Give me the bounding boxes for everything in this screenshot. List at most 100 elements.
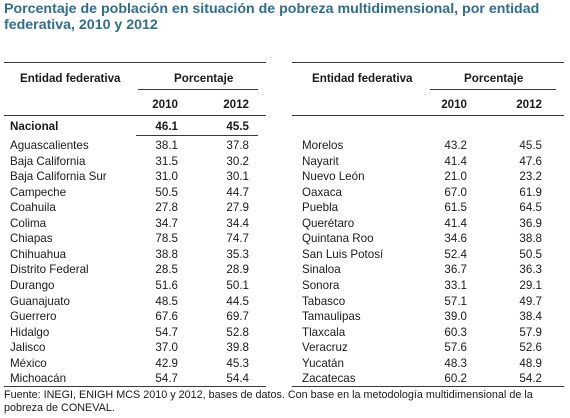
left-row-entity-name: Campeche bbox=[10, 185, 67, 199]
right-row-value-2012: 23.2 bbox=[519, 170, 542, 184]
right-row-value-2010: 21.0 bbox=[444, 170, 467, 184]
left-row-entity-name: Distrito Federal bbox=[10, 263, 89, 277]
right-row-value-2010: 60.2 bbox=[444, 372, 467, 386]
right-row-value-2010: 52.4 bbox=[444, 247, 467, 261]
right-row-entity-name: Yucatán bbox=[302, 356, 344, 370]
right-row-value-2012: 45.5 bbox=[519, 139, 542, 152]
left-row-entity-name: Guanajuato bbox=[10, 294, 70, 308]
left-row-value-2010: 50.5 bbox=[155, 185, 178, 199]
right-table-top-rule bbox=[292, 62, 564, 63]
left-row-value-2012: 54.4 bbox=[226, 372, 249, 386]
left-row-value-2012: 34.4 bbox=[226, 216, 249, 230]
left-row-entity-name: Guerrero bbox=[10, 310, 57, 324]
left-row-value-2010: 28.5 bbox=[155, 263, 178, 277]
right-col-pct-header: Porcentaje bbox=[464, 72, 524, 85]
left-row-value-2010: 48.5 bbox=[155, 294, 178, 308]
right-row-value-2012: 36.9 bbox=[519, 216, 542, 230]
right-row-value-2010: 61.5 bbox=[444, 201, 467, 215]
left-col-entity-header: Entidad federativa bbox=[20, 72, 121, 85]
national-rule bbox=[136, 135, 258, 136]
right-row-value-2012: 29.1 bbox=[519, 278, 542, 292]
right-row-value-2012: 61.9 bbox=[519, 185, 542, 199]
right-row-entity-name: Puebla bbox=[302, 201, 339, 215]
right-row-value-2010: 60.3 bbox=[444, 325, 467, 339]
right-year-a-header: 2010 bbox=[441, 98, 467, 111]
right-row-entity-name: Tabasco bbox=[302, 294, 346, 308]
right-row-value-2010: 57.6 bbox=[444, 341, 467, 355]
left-row-value-2012: 50.1 bbox=[226, 278, 249, 292]
right-row-entity-name: Tamaulipas bbox=[302, 310, 361, 324]
left-row-entity-name: Chihuahua bbox=[10, 247, 67, 261]
left-row-value-2012: 74.7 bbox=[226, 232, 249, 246]
national-label: Nacional bbox=[10, 120, 59, 133]
left-year-b-header: 2012 bbox=[223, 98, 249, 111]
right-year-b-header: 2012 bbox=[516, 98, 542, 111]
right-pct-header-rule bbox=[430, 89, 556, 90]
left-row-value-2010: 27.8 bbox=[155, 201, 178, 215]
right-row-value-2012: 38.4 bbox=[519, 310, 542, 324]
right-row-entity-name: Sinaloa bbox=[302, 263, 341, 277]
left-row-value-2012: 28.9 bbox=[226, 263, 249, 277]
right-row-entity-name: Tlaxcala bbox=[302, 325, 346, 339]
left-row-value-2010: 67.6 bbox=[155, 310, 178, 324]
right-row-entity-name: Oaxaca bbox=[302, 185, 342, 199]
right-row-value-2012: 36.3 bbox=[519, 263, 542, 277]
left-row-entity-name: Baja California bbox=[10, 154, 86, 168]
left-row-entity-name: Aguascalientes bbox=[10, 139, 89, 152]
left-row-value-2012: 52.8 bbox=[226, 325, 249, 339]
right-table-bottom-rule bbox=[292, 386, 564, 387]
left-row-value-2012: 30.2 bbox=[226, 154, 249, 168]
left-row-value-2010: 78.5 bbox=[155, 232, 178, 246]
left-row-value-2010: 54.7 bbox=[155, 325, 178, 339]
left-row-value-2012: 44.5 bbox=[226, 294, 249, 308]
right-row-value-2010: 41.4 bbox=[444, 154, 467, 168]
source-note: Fuente: INEGI, ENIGH MCS 2010 y 2012, ba… bbox=[4, 389, 533, 414]
left-row-value-2010: 51.6 bbox=[155, 278, 178, 292]
left-row-entity-name: Colima bbox=[10, 216, 47, 230]
right-row-entity-name: Sonora bbox=[302, 278, 340, 292]
left-row-value-2010: 38.8 bbox=[155, 247, 178, 261]
left-row-entity-name: Durango bbox=[10, 278, 55, 292]
left-row-value-2012: 35.3 bbox=[226, 247, 249, 261]
right-row-entity-name: Nuevo León bbox=[302, 170, 365, 184]
document-title: Porcentaje de población en situación de … bbox=[4, 1, 540, 33]
right-row-value-2012: 54.2 bbox=[519, 372, 542, 386]
left-row-entity-name: Hidalgo bbox=[10, 325, 50, 339]
national-value-2010: 46.1 bbox=[155, 120, 178, 133]
right-row-value-2010: 39.0 bbox=[444, 310, 467, 324]
left-row-value-2010: 31.0 bbox=[155, 170, 178, 184]
left-row-value-2010: 37.0 bbox=[155, 341, 178, 355]
right-row-value-2012: 48.9 bbox=[519, 356, 542, 370]
right-col-entity-header: Entidad federativa bbox=[312, 72, 413, 85]
right-row-value-2012: 57.9 bbox=[519, 325, 542, 339]
right-row-value-2010: 41.4 bbox=[444, 216, 467, 230]
left-year-a-header: 2010 bbox=[152, 98, 178, 111]
left-row-value-2012: 69.7 bbox=[226, 310, 249, 324]
left-row-entity-name: Coahuila bbox=[10, 201, 56, 215]
right-row-value-2010: 34.6 bbox=[444, 232, 467, 246]
left-table-bottom-rule bbox=[4, 386, 266, 387]
right-row-value-2010: 36.7 bbox=[444, 263, 467, 277]
left-row-value-2010: 54.7 bbox=[155, 372, 178, 386]
right-row-entity-name: Quintana Roo bbox=[302, 232, 374, 246]
right-row-value-2010: 57.1 bbox=[444, 294, 467, 308]
right-row-value-2012: 50.5 bbox=[519, 247, 542, 261]
left-row-value-2010: 38.1 bbox=[155, 139, 178, 152]
right-row-value-2012: 47.6 bbox=[519, 154, 542, 168]
left-row-entity-name: Michoacán bbox=[10, 372, 67, 386]
right-row-value-2010: 67.0 bbox=[444, 185, 467, 199]
left-pct-header-rule bbox=[138, 89, 258, 90]
left-row-entity-name: Jalisco bbox=[10, 341, 46, 355]
right-row-entity-name: Zacatecas bbox=[302, 372, 356, 386]
left-row-value-2010: 34.7 bbox=[155, 216, 178, 230]
right-row-value-2012: 49.7 bbox=[519, 294, 542, 308]
right-row-value-2012: 38.8 bbox=[519, 232, 542, 246]
left-row-entity-name: México bbox=[10, 356, 47, 370]
right-row-value-2012: 64.5 bbox=[519, 201, 542, 215]
right-row-value-2010: 33.1 bbox=[444, 278, 467, 292]
left-row-value-2010: 31.5 bbox=[155, 154, 178, 168]
left-row-value-2012: 37.8 bbox=[226, 139, 249, 152]
left-row-entity-name: Baja California Sur bbox=[10, 170, 107, 184]
left-row-entity-name: Chiapas bbox=[10, 232, 53, 246]
right-row-entity-name: Nayarit bbox=[302, 154, 339, 168]
